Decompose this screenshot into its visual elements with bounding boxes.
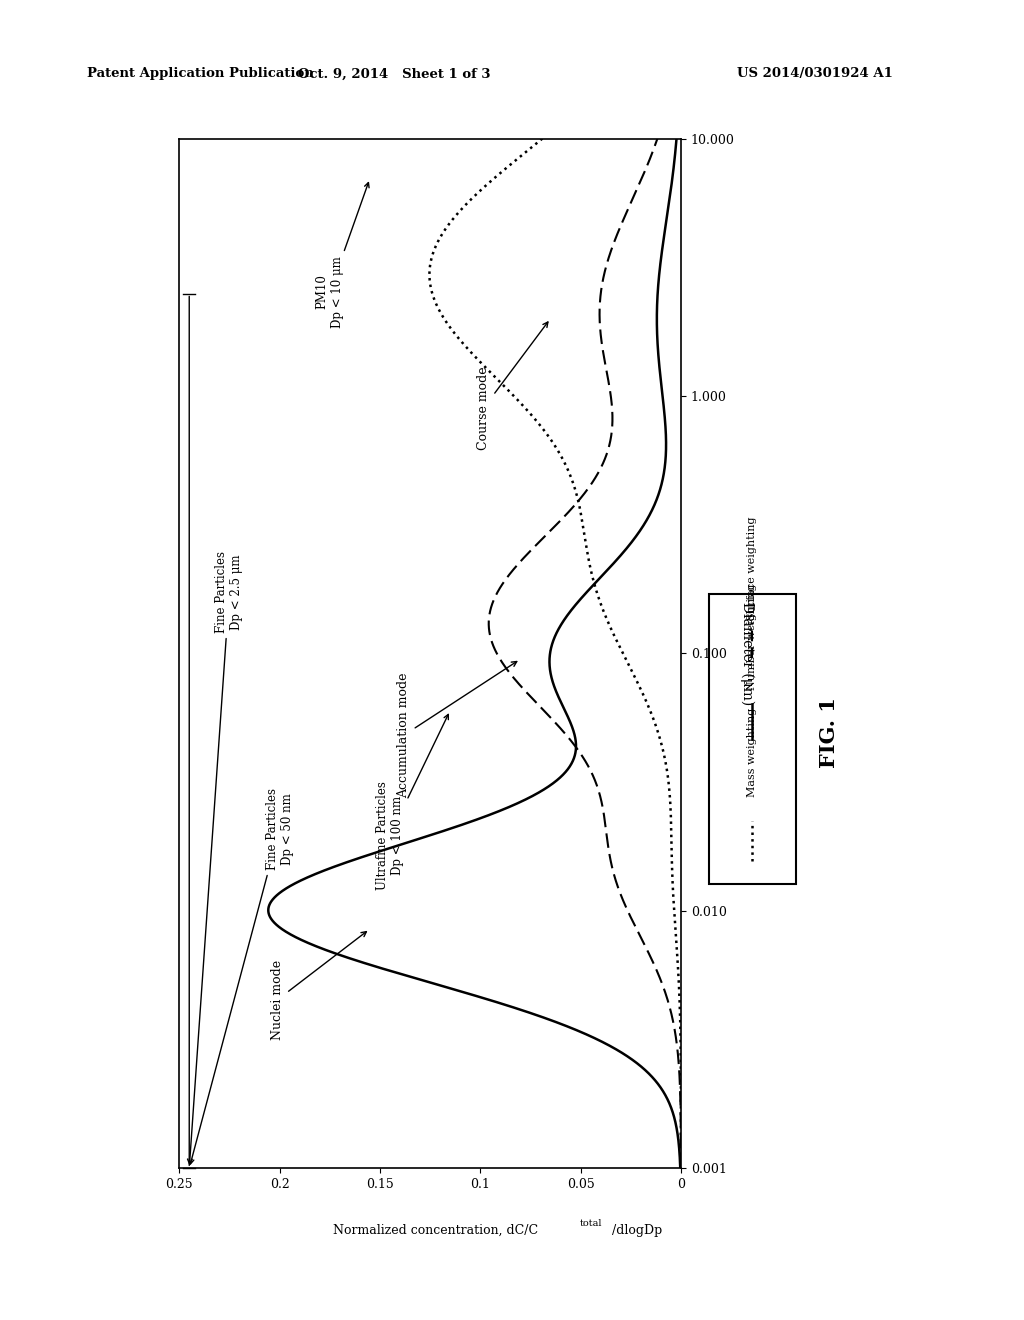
Text: PM10
Dp < 10 μm: PM10 Dp < 10 μm	[315, 182, 369, 327]
Text: FIG. 1: FIG. 1	[819, 697, 840, 768]
Text: Surface weighting: Surface weighting	[748, 516, 757, 620]
Text: Course mode: Course mode	[477, 322, 548, 450]
Text: Nuclei mode: Nuclei mode	[270, 932, 367, 1040]
Text: Fine Particles
Dp < 50 nm: Fine Particles Dp < 50 nm	[189, 788, 294, 1164]
Text: Oct. 9, 2014   Sheet 1 of 3: Oct. 9, 2014 Sheet 1 of 3	[298, 67, 490, 81]
Y-axis label: Diameter (μm): Diameter (μm)	[739, 602, 754, 705]
Text: Accumulation mode: Accumulation mode	[397, 661, 517, 799]
Text: Mass weighting: Mass weighting	[748, 708, 757, 797]
Text: Patent Application Publication: Patent Application Publication	[87, 67, 313, 81]
Text: Normalized concentration, dC/C: Normalized concentration, dC/C	[333, 1224, 538, 1237]
Text: Fine Particles
Dp < 2.5 μm: Fine Particles Dp < 2.5 μm	[187, 550, 244, 1164]
Text: total: total	[580, 1220, 602, 1228]
Text: US 2014/0301924 A1: US 2014/0301924 A1	[737, 67, 893, 81]
Text: Number weighting: Number weighting	[748, 583, 757, 690]
Text: /dlogDp: /dlogDp	[612, 1224, 663, 1237]
Text: Ultrafine Particles
Dp < 100 nm: Ultrafine Particles Dp < 100 nm	[376, 714, 449, 890]
